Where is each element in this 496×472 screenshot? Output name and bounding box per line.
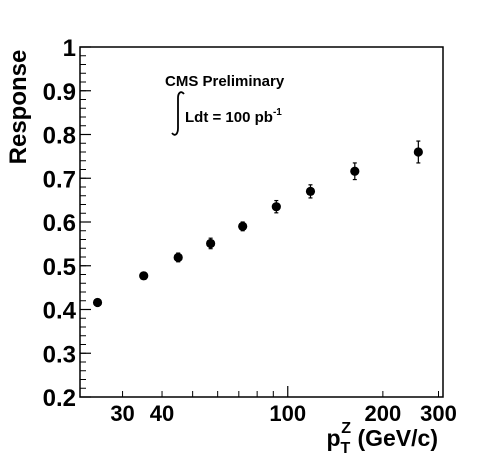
y-tick-label: 0.4 xyxy=(43,298,77,325)
x-axis-title: pTZ (GeV/c) xyxy=(326,420,438,457)
luminosity-exponent: -1 xyxy=(273,107,282,118)
y-tick-label: 0.8 xyxy=(43,123,76,150)
y-tick-label: 0.5 xyxy=(43,254,76,281)
y-tick-label: 0.6 xyxy=(43,210,76,237)
plot-frame xyxy=(79,46,444,398)
data-marker xyxy=(305,186,316,196)
data-marker xyxy=(238,221,248,231)
data-point xyxy=(350,162,360,181)
experiment-label: CMS Preliminary xyxy=(165,73,285,90)
y-axis-ticks: 0.2 0.3 0.4 0.5 0.6 0.7 0.8 0.9 1 xyxy=(43,35,91,412)
integral-sign-icon xyxy=(171,91,185,136)
x-axis-title-sub: T xyxy=(341,440,351,457)
data-point xyxy=(206,237,216,250)
data-point xyxy=(413,140,423,164)
data-point xyxy=(92,297,103,308)
x-axis-ticks: 30 40 100 200 300 xyxy=(110,386,457,426)
data-point xyxy=(305,184,316,199)
luminosity-label: Ldt = 100 pb-1 xyxy=(185,107,282,126)
y-tick-label: 1 xyxy=(63,35,76,62)
data-marker xyxy=(92,297,103,308)
data-point xyxy=(271,199,281,214)
x-tick-label: 300 xyxy=(420,401,457,426)
y-axis-title: Response xyxy=(5,50,32,165)
plot-area-border xyxy=(79,46,444,398)
x-axis-title-unit: (GeV/c) xyxy=(351,425,438,451)
x-tick-label: 30 xyxy=(110,401,134,426)
data-marker xyxy=(206,238,216,249)
y-tick-label: 0.7 xyxy=(43,166,76,193)
x-axis-title-sup: Z xyxy=(341,420,351,437)
data-marker xyxy=(139,271,149,281)
data-point xyxy=(139,271,149,281)
y-tick-label: 0.2 xyxy=(43,385,76,412)
data-points xyxy=(92,140,423,308)
data-marker xyxy=(173,252,183,263)
data-point xyxy=(173,252,183,263)
x-tick-label: 40 xyxy=(150,401,174,426)
x-tick-label: 200 xyxy=(365,401,402,426)
x-tick-label: 100 xyxy=(269,401,306,426)
data-marker xyxy=(413,147,423,157)
data-marker xyxy=(271,202,281,212)
y-tick-label: 0.9 xyxy=(43,79,76,106)
y-tick-label: 0.3 xyxy=(43,341,76,368)
x-axis-title-main: p xyxy=(326,425,340,451)
luminosity-text: Ldt = 100 pb xyxy=(185,109,273,126)
data-point xyxy=(238,221,248,232)
data-marker xyxy=(350,166,360,176)
